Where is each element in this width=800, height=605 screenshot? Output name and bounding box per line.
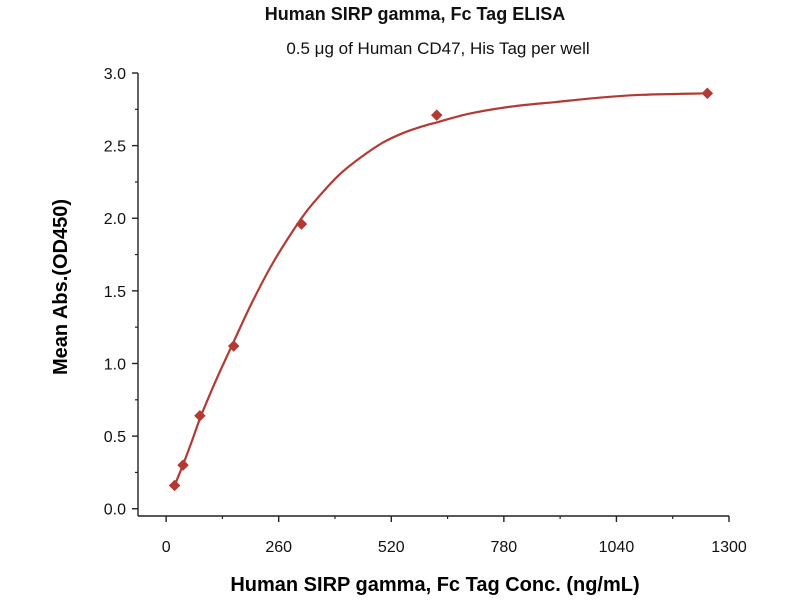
- chart-title: Human SIRP gamma, Fc Tag ELISA: [265, 4, 565, 24]
- data-point: [430, 109, 443, 121]
- y-tick-label: 1.5: [104, 284, 126, 301]
- data-point: [194, 409, 206, 422]
- axes-layer: 0.0 0.5 1.0 1.5 2.0 2.5 3.0 0 260 520 780 1040 1300: [104, 66, 747, 556]
- fit-curve: [173, 92, 708, 486]
- y-tick-label: 0.0: [104, 502, 126, 519]
- x-axis-title: Human SIRP gamma, Fc Tag Conc. (ng/mL): [230, 574, 639, 596]
- data-point: [168, 479, 181, 492]
- y-tick-label: 1.0: [104, 356, 126, 373]
- x-tick-label: 1300: [711, 539, 747, 556]
- y-axis-title: Mean Abs.(OD450): [50, 199, 72, 375]
- plot-layer: [168, 87, 714, 492]
- x-tick-label: 520: [378, 539, 405, 556]
- data-point: [177, 459, 189, 472]
- y-tick-label: 0.5: [104, 429, 126, 446]
- data-point: [227, 340, 240, 352]
- y-tick-label: 2.0: [104, 211, 126, 228]
- y-tick-label: 2.5: [104, 139, 126, 156]
- x-tick-label: 780: [491, 539, 518, 556]
- data-point: [701, 87, 714, 100]
- y-tick-label: 3.0: [104, 66, 126, 83]
- data-point: [295, 218, 308, 230]
- x-tick-label: 260: [265, 539, 292, 556]
- x-tick-label: 0: [162, 539, 171, 556]
- chart-subtitle: 0.5 μg of Human CD47, His Tag per well: [286, 39, 589, 58]
- x-tick-label: 1040: [599, 539, 635, 556]
